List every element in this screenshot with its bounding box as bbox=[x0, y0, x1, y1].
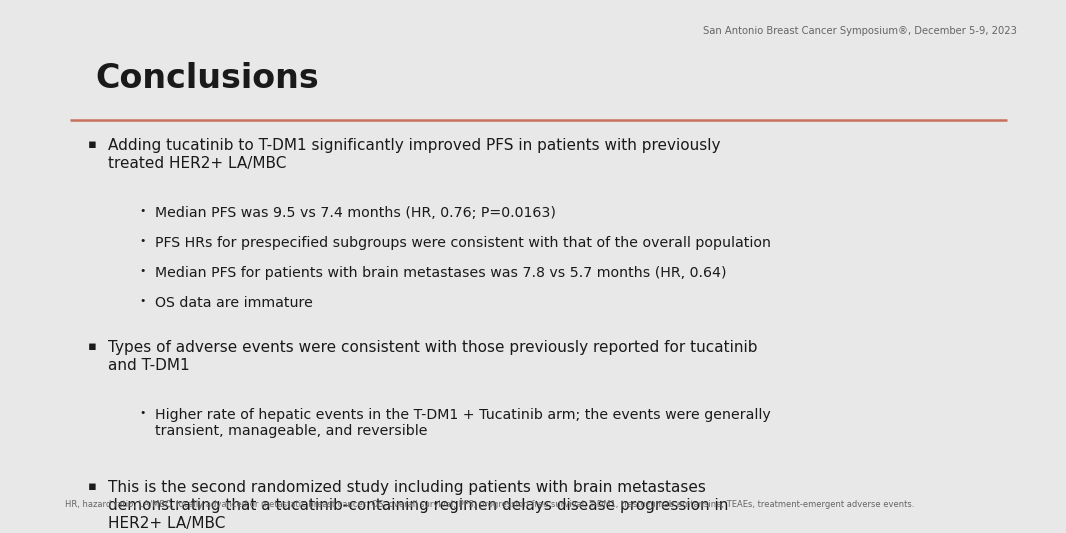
Text: •: • bbox=[140, 206, 146, 216]
Text: ▪: ▪ bbox=[88, 340, 97, 353]
Text: Types of adverse events were consistent with those previously reported for tucat: Types of adverse events were consistent … bbox=[108, 340, 758, 373]
Text: •: • bbox=[140, 266, 146, 276]
Text: •: • bbox=[140, 408, 146, 418]
Text: PFS HRs for prespecified subgroups were consistent with that of the overall popu: PFS HRs for prespecified subgroups were … bbox=[155, 236, 771, 250]
Text: Median PFS for patients with brain metastases was 7.8 vs 5.7 months (HR, 0.64): Median PFS for patients with brain metas… bbox=[155, 266, 726, 280]
Text: •: • bbox=[140, 296, 146, 306]
Text: Adding tucatinib to T-DM1 significantly improved PFS in patients with previously: Adding tucatinib to T-DM1 significantly … bbox=[108, 138, 721, 171]
Text: This is the second randomized study including patients with brain metastases
dem: This is the second randomized study incl… bbox=[108, 480, 728, 531]
Text: OS data are immature: OS data are immature bbox=[155, 296, 312, 310]
Text: Median PFS was 9.5 vs 7.4 months (HR, 0.76; P=0.0163): Median PFS was 9.5 vs 7.4 months (HR, 0.… bbox=[155, 206, 555, 220]
Text: ▪: ▪ bbox=[88, 138, 97, 151]
Text: Conclusions: Conclusions bbox=[95, 62, 319, 95]
Text: HR, hazard ratio; LA/MBC, locally advanced or metastatic breast cancer; OS, over: HR, hazard ratio; LA/MBC, locally advanc… bbox=[65, 500, 915, 509]
Text: Higher rate of hepatic events in the T-DM1 + Tucatinib arm; the events were gene: Higher rate of hepatic events in the T-D… bbox=[155, 408, 771, 438]
Text: ▪: ▪ bbox=[88, 480, 97, 493]
Text: •: • bbox=[140, 236, 146, 246]
Text: San Antonio Breast Cancer Symposium®, December 5-9, 2023: San Antonio Breast Cancer Symposium®, De… bbox=[704, 26, 1017, 36]
